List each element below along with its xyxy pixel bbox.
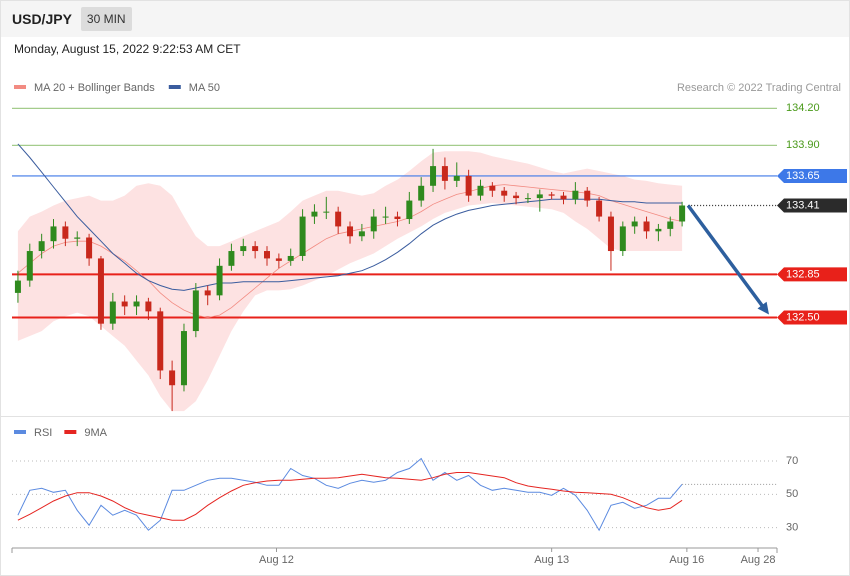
candle-body: [418, 185, 425, 201]
candle-body: [180, 331, 187, 386]
candle-body: [584, 190, 591, 201]
candle-body: [667, 221, 674, 229]
candle-body: [679, 205, 686, 222]
candle-body: [655, 228, 662, 232]
level-label: 134.20: [786, 102, 820, 114]
x-tick-label: Aug 28: [741, 554, 776, 566]
candle-body: [192, 290, 199, 332]
candle-body: [264, 251, 270, 259]
level-tag: [777, 310, 847, 325]
x-tick-label: Aug 16: [669, 554, 704, 566]
candle-body: [133, 301, 140, 307]
candle-body: [643, 221, 650, 232]
candle-body: [524, 198, 531, 200]
level-label: 132.85: [786, 268, 820, 280]
legend-label: RSI: [34, 427, 52, 439]
candle-body: [287, 255, 294, 261]
candle-body: [631, 221, 638, 227]
legend-swatch: [168, 85, 181, 89]
candle-body: [169, 370, 176, 386]
legend-label: MA 20 + Bollinger Bands: [34, 82, 155, 94]
forecast-arrowhead: [757, 301, 769, 315]
candle-body: [14, 280, 21, 293]
timestamp: Monday, August 15, 2022 9:22:53 AM CET: [14, 42, 241, 56]
candle-body: [109, 301, 116, 324]
legend-label: MA 50: [189, 82, 220, 94]
candle-body: [38, 241, 45, 252]
candle-body: [548, 194, 555, 196]
candle-body: [596, 200, 603, 217]
candle-body: [572, 190, 579, 200]
candle-body: [323, 211, 330, 213]
candle-body: [489, 185, 496, 191]
interval-button[interactable]: 30 MIN: [80, 7, 132, 31]
symbol: USD/JPY: [12, 11, 72, 27]
candle-body: [74, 237, 81, 239]
level-label: 133.90: [786, 139, 820, 151]
candle-body: [382, 216, 389, 218]
candle-body: [228, 251, 235, 266]
y-tick-label: 30: [786, 522, 798, 534]
candle-body: [501, 190, 508, 196]
candle-body: [477, 185, 484, 196]
candle-body: [358, 231, 365, 237]
level-tag: [777, 198, 847, 213]
candle-body: [50, 226, 57, 242]
candle-body: [299, 216, 306, 256]
candle-body: [275, 258, 282, 261]
candle-body: [513, 195, 520, 199]
rsi-line: [17, 457, 683, 532]
candle-body: [97, 258, 104, 324]
candle-body: [121, 301, 128, 307]
candle-body: [430, 166, 437, 186]
candle-body: [86, 237, 93, 259]
candle-body: [619, 226, 626, 252]
candle-body: [607, 216, 614, 252]
header-bar: USD/JPY 30 MIN: [1, 1, 849, 37]
y-tick-label: 70: [786, 455, 798, 467]
forecast-arrow: [686, 204, 767, 311]
candle-body: [465, 175, 472, 196]
candle-body: [536, 194, 543, 199]
level-label: 132.50: [786, 311, 820, 323]
level-tag: [777, 267, 847, 282]
candle-body: [370, 216, 377, 232]
candle-body: [311, 211, 318, 217]
legend-swatch: [64, 430, 77, 434]
rsi-line: [17, 472, 683, 521]
candle-body: [335, 211, 342, 227]
candle-body: [216, 265, 223, 296]
bollinger-band: [17, 151, 683, 412]
candle-body: [157, 311, 164, 371]
candle-body: [394, 216, 401, 220]
legend-label: 9MA: [84, 427, 107, 439]
candle-body: [145, 301, 152, 312]
candle-body: [406, 200, 413, 220]
credit: Research © 2022 Trading Central: [677, 82, 841, 94]
candle-body: [26, 251, 33, 281]
x-tick-label: Aug 12: [259, 554, 294, 566]
candle-body: [204, 290, 211, 296]
y-tick-label: 50: [786, 488, 798, 500]
candle-body: [240, 246, 247, 252]
level-label: 133.41: [786, 199, 820, 211]
candle-body: [453, 175, 460, 181]
candle-body: [252, 246, 259, 252]
candle-body: [347, 226, 354, 237]
level-label: 133.65: [786, 170, 820, 182]
candle-body: [560, 195, 567, 200]
legend-swatch: [14, 430, 26, 434]
level-tag: [777, 168, 847, 183]
x-tick-label: Aug 13: [534, 554, 569, 566]
legend-swatch: [14, 85, 26, 89]
candle-body: [441, 166, 448, 181]
ma-line: [17, 143, 683, 291]
candle-body: [62, 226, 69, 239]
